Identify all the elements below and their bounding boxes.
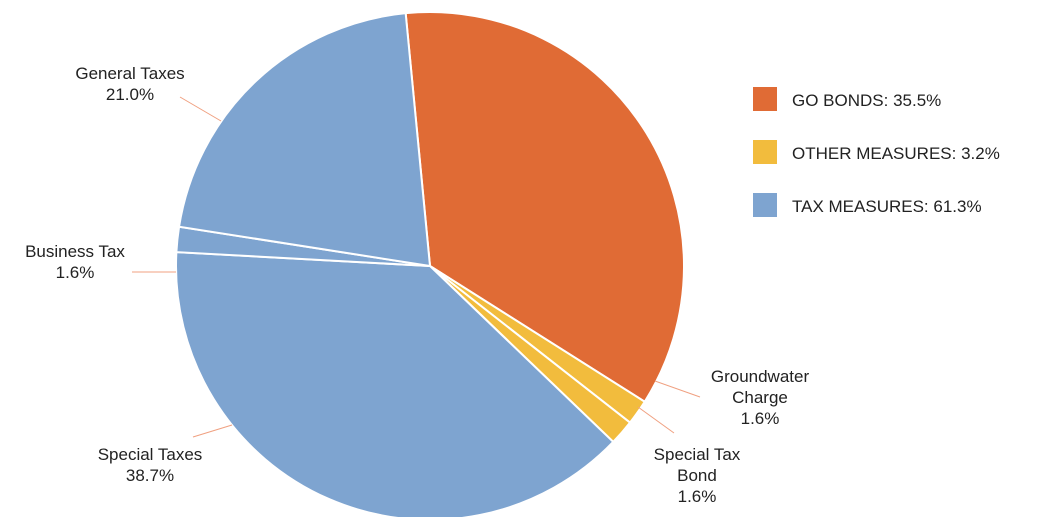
- legend-swatch-go-bonds-35-5: [753, 87, 777, 111]
- slice-label-business-tax: Business Tax 1.6%: [25, 242, 125, 282]
- slice-label-special-taxes: Special Taxes 38.7%: [98, 445, 203, 485]
- legend-label-tax-measures-61-3: TAX MEASURES: 61.3%: [792, 197, 982, 216]
- leader-line-special-taxes: [192, 424, 233, 438]
- pie-slice-go-bonds: [404, 11, 685, 404]
- legend: GO BONDS: 35.5% OTHER MEASURES: 3.2% TAX M…: [753, 87, 1000, 217]
- slice-label-special-tax-bond: Special Tax Bond 1.6%: [654, 445, 741, 506]
- leader-line-special-tax-bond: [637, 406, 675, 434]
- slice-label-general-taxes: General Taxes 21.0%: [75, 64, 184, 104]
- pie-slice-general-taxes: [177, 12, 432, 268]
- pie-slices: [174, 11, 685, 517]
- legend-swatch-other-measures-3-2: [753, 140, 777, 164]
- leader-line-groundwater-charge: [654, 380, 701, 398]
- legend-swatch-tax-measures-61-3: [753, 193, 777, 217]
- slice-label-groundwater-charge: Groundwater Charge 1.6%: [711, 367, 810, 428]
- legend-label-go-bonds-35-5: GO BONDS: 35.5%: [792, 91, 941, 110]
- leader-line-general-taxes: [179, 96, 222, 122]
- pie-slice-special-taxes: [174, 251, 615, 517]
- legend-label-other-measures-3-2: OTHER MEASURES: 3.2%: [792, 144, 1000, 163]
